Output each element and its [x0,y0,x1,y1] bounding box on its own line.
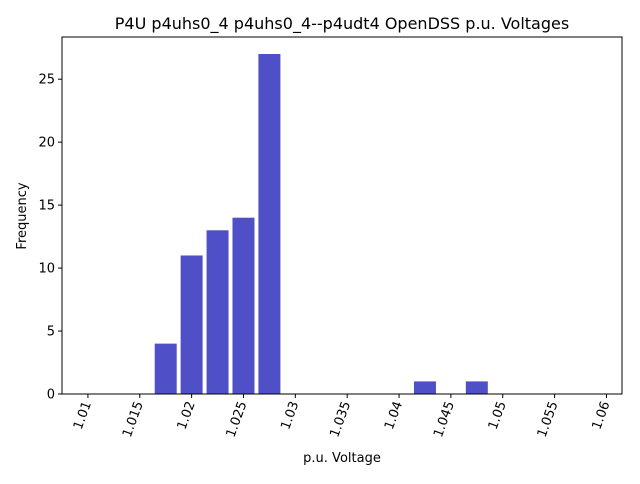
bar-2 [206,230,229,394]
bars-layer [154,54,488,394]
y-tick-label: 25 [38,73,55,88]
y-axis-ticks: 0 5 10 15 20 25 [38,73,62,403]
y-tick-label: 15 [38,199,55,214]
y-tick-label: 0 [47,388,55,403]
y-axis-label: Frequency [15,182,30,249]
x-axis-label: p.u. Voltage [303,451,381,466]
bar-3 [232,217,255,394]
bar-5 [413,381,436,394]
chart-title: P4U p4uhs0_4 p4uhs0_4--p4udt4 OpenDSS p.… [115,14,569,34]
x-tick-label: 1.04 [382,399,406,431]
y-tick-label: 10 [38,262,55,277]
bar-1 [180,255,203,394]
y-tick-label: 5 [47,325,55,340]
bar-4 [258,54,281,394]
x-axis-ticks: 1.01 1.015 1.02 1.025 1.03 1.035 1.04 1.045 1.05… [71,394,613,440]
x-tick-label: 1.045 [431,399,458,439]
x-tick-label: 1.03 [278,399,302,431]
x-tick-label: 1.025 [224,399,251,439]
bar-6 [465,381,488,394]
x-tick-label: 1.035 [327,399,354,439]
x-tick-label: 1.015 [120,399,147,439]
x-tick-label: 1.02 [175,399,199,431]
plot-frame [61,36,623,395]
x-tick-label: 1.055 [535,399,562,439]
x-tick-label: 1.01 [71,399,95,431]
y-tick-label: 20 [38,136,55,151]
x-tick-label: 1.05 [486,399,510,431]
bar-0 [154,343,177,394]
x-tick-label: 1.06 [589,399,613,431]
